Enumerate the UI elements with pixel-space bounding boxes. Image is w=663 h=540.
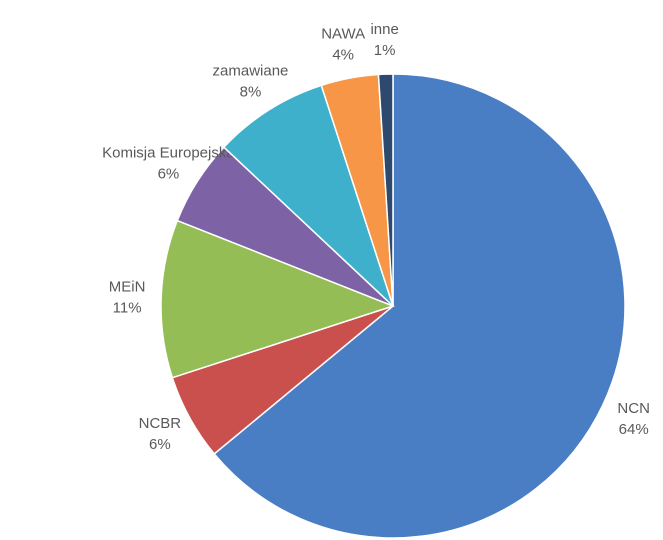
slice-label: NAWA [321,26,365,43]
pie-slice [222,84,394,307]
slice-label: inne [370,21,398,38]
slice-value-label: 6% [149,436,171,453]
slice-value-label: 1% [374,42,396,59]
slice-label: Komisja Europejska [102,144,235,161]
slice-value-label: 64% [619,421,649,438]
slice-label: NCN [617,400,650,417]
slice-label: NCBR [139,415,182,432]
slice-value-label: 6% [158,165,180,182]
slice-value-label: 11% [113,300,142,317]
pie-slice [213,73,626,539]
slice-label: zamawiane [213,62,289,79]
pie-slice [377,73,394,307]
slice-value-label: 4% [332,47,354,64]
pie-slice [160,219,396,379]
slice-label: MEiN [109,279,146,296]
slice-value-label: 8% [240,83,262,100]
